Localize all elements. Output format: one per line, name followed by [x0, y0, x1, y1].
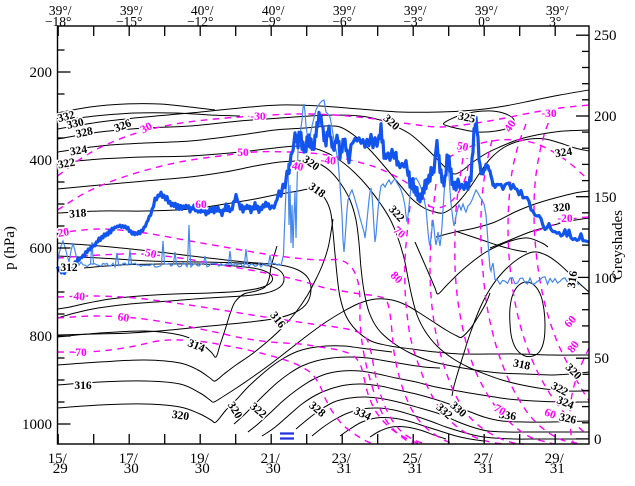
svg-text:100: 100 [594, 271, 617, 287]
svg-text:50: 50 [456, 140, 470, 154]
svg-text:250: 250 [594, 28, 617, 44]
svg-text:39°/: 39°/ [120, 3, 143, 18]
svg-text:30: 30 [266, 461, 281, 477]
svg-text:330: 330 [66, 116, 86, 132]
svg-text:39°/: 39°/ [546, 3, 569, 18]
svg-text:1000: 1000 [22, 417, 52, 433]
svg-text:40: 40 [291, 160, 305, 174]
svg-text:17/: 17/ [119, 451, 139, 467]
svg-text:316: 316 [566, 270, 580, 289]
svg-text:332: 332 [56, 109, 76, 125]
svg-text:328: 328 [75, 125, 95, 140]
svg-text:19/: 19/ [190, 451, 210, 467]
svg-text:-20: -20 [557, 213, 573, 225]
svg-text:31: 31 [337, 461, 352, 477]
svg-text:336: 336 [498, 409, 517, 423]
svg-text:312: 312 [60, 262, 78, 274]
svg-text:39°/: 39°/ [333, 3, 356, 18]
svg-text:50: 50 [594, 351, 609, 367]
svg-text:25/: 25/ [403, 451, 423, 467]
svg-text:50: 50 [144, 247, 158, 261]
svg-text:31: 31 [479, 461, 494, 477]
svg-text:3°: 3° [549, 14, 561, 29]
svg-text:320: 320 [553, 201, 571, 214]
svg-text:31: 31 [550, 461, 565, 477]
svg-text:20: 20 [57, 226, 71, 240]
svg-text:0°: 0° [478, 14, 490, 29]
svg-text:−9°: −9° [261, 14, 281, 29]
svg-text:p (hPa): p (hPa) [2, 226, 18, 270]
svg-text:29/: 29/ [545, 451, 565, 467]
svg-text:320: 320 [171, 409, 190, 423]
svg-text:Greyshades: Greyshades [610, 210, 626, 280]
svg-text:−18°: −18° [45, 14, 72, 29]
svg-text:40°/: 40°/ [262, 3, 285, 18]
svg-text:40: 40 [73, 291, 86, 304]
svg-text:60: 60 [117, 311, 130, 325]
svg-text:−6°: −6° [332, 14, 352, 29]
svg-text:27/: 27/ [474, 451, 494, 467]
svg-text:318: 318 [512, 357, 532, 372]
svg-text:39°/: 39°/ [49, 3, 72, 18]
svg-text:−15°: −15° [116, 14, 143, 29]
svg-text:600: 600 [30, 241, 53, 257]
svg-text:39°/: 39°/ [475, 3, 498, 18]
svg-text:318: 318 [69, 207, 87, 220]
svg-text:324: 324 [69, 144, 88, 159]
svg-text:23/: 23/ [332, 451, 352, 467]
svg-text:30: 30 [124, 461, 139, 477]
svg-text:−12°: −12° [187, 14, 214, 29]
svg-text:40°/: 40°/ [191, 3, 214, 18]
svg-text:325: 325 [457, 110, 477, 125]
svg-text:31: 31 [408, 461, 423, 477]
svg-text:400: 400 [30, 153, 53, 169]
svg-text:-30: -30 [541, 108, 557, 120]
svg-text:30: 30 [195, 461, 210, 477]
svg-text:21/: 21/ [261, 451, 281, 467]
svg-text:50: 50 [237, 147, 249, 159]
svg-text:316: 316 [74, 380, 92, 392]
svg-text:-40: -40 [320, 154, 337, 167]
svg-text:800: 800 [30, 329, 53, 345]
svg-text:326: 326 [558, 411, 578, 426]
svg-text:−3°: −3° [403, 14, 423, 29]
svg-text:0: 0 [594, 432, 602, 448]
svg-text:70: 70 [75, 347, 87, 359]
svg-text:324: 324 [554, 146, 573, 160]
svg-text:60: 60 [195, 199, 207, 211]
svg-text:200: 200 [594, 109, 617, 125]
svg-text:15/: 15/ [48, 451, 68, 467]
svg-text:29: 29 [53, 461, 68, 477]
svg-text:322: 322 [57, 157, 76, 172]
svg-text:-30: -30 [250, 111, 266, 123]
svg-text:200: 200 [30, 65, 53, 81]
svg-text:150: 150 [594, 190, 617, 206]
svg-text:39°/: 39°/ [404, 3, 427, 18]
